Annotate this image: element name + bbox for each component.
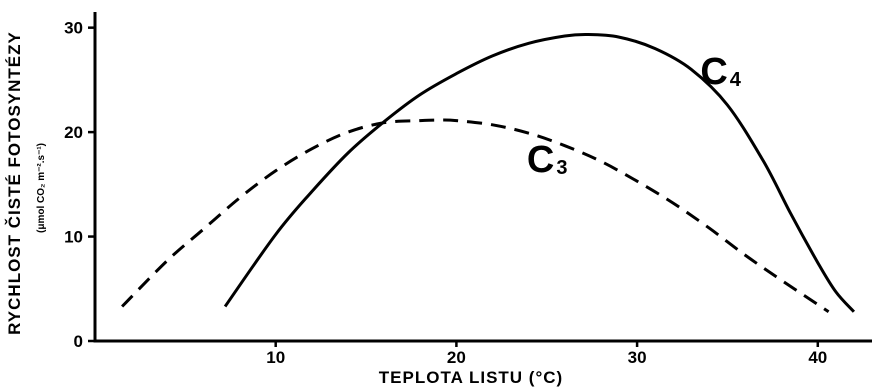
y-axis-unit: (μmol CO₂ m⁻².s⁻¹) xyxy=(36,143,47,233)
x-axis-ticks: 10 20 30 40 xyxy=(266,341,827,367)
y-axis-ticks: 0 10 20 30 xyxy=(64,19,95,351)
y-tick-label: 10 xyxy=(64,228,83,247)
x-tick-label: 20 xyxy=(447,348,466,367)
series-line-c3 xyxy=(121,118,830,314)
x-tick-label: 10 xyxy=(266,348,285,367)
x-tick-label: 30 xyxy=(628,348,647,367)
y-tick-label: 20 xyxy=(64,123,83,142)
annotation-layer: C 4 C 3 xyxy=(527,51,742,181)
y-tick-label: 0 xyxy=(74,332,83,351)
axes xyxy=(93,12,872,343)
series-line-c4 xyxy=(223,32,856,313)
series-layer xyxy=(121,32,856,314)
x-tick-label: 40 xyxy=(808,348,827,367)
y-tick-label: 30 xyxy=(64,19,83,38)
x-axis-title: TEPLOTA LISTU (°C) xyxy=(379,368,563,387)
y-axis-title: RYCHLOST ČISTÉ FOTOSYNTÉZY xyxy=(5,31,24,335)
